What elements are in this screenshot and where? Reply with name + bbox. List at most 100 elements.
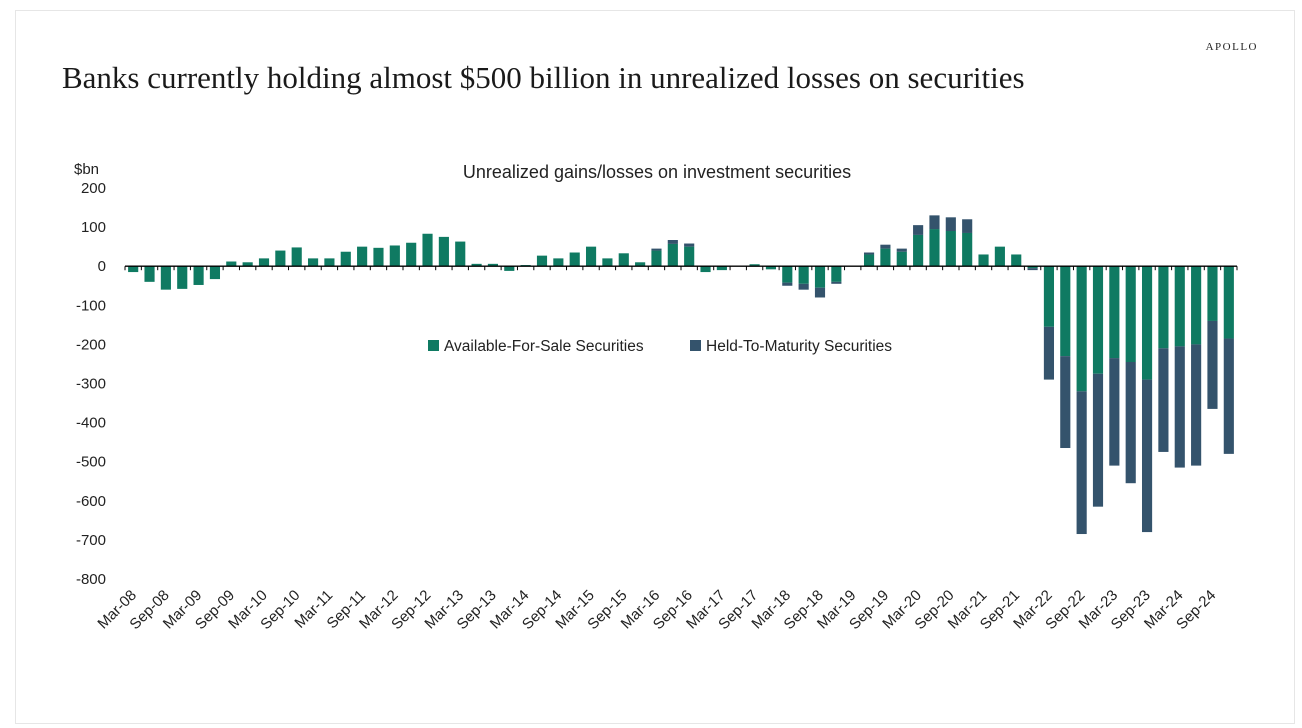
afs-bar-2015Q4 [635, 262, 646, 267]
y-tick-label: -100 [76, 297, 106, 314]
afs-bar-2011Q2 [340, 251, 351, 267]
htm-bar-2022Q1 [1043, 326, 1055, 380]
afs-bar-2011Q3 [357, 246, 368, 267]
afs-bar-2010Q3 [291, 247, 302, 267]
htm-bar-2024Q1 [1174, 346, 1185, 468]
afs-bar-2012Q4 [438, 236, 449, 267]
legend-label-afs: Available-For-Sale Securities [444, 338, 644, 355]
htm-bar-2022Q2 [1060, 356, 1071, 449]
afs-bar-2010Q1 [258, 258, 270, 267]
afs-bar-2008Q4 [177, 266, 188, 289]
afs-bar-2021Q3 [1011, 254, 1022, 267]
afs-bar-2020Q2 [929, 229, 940, 267]
htm-bar-2020Q3 [945, 217, 956, 232]
afs-bar-2010Q2 [275, 250, 286, 267]
afs-bar-2016Q3 [684, 246, 695, 267]
afs-bar-2017Q3 [749, 264, 760, 267]
htm-bar-2024Q2 [1191, 344, 1202, 466]
htm-bar-2019Q3 [880, 244, 891, 249]
afs-bar-2021Q2 [994, 246, 1005, 267]
htm-bar-2016Q1 [651, 248, 662, 251]
afs-bar-2023Q4 [1158, 266, 1169, 349]
y-tick-label: -600 [76, 493, 106, 510]
afs-bar-2019Q2 [863, 254, 875, 267]
afs-bar-2008Q2 [144, 266, 155, 282]
page-title: Banks currently holding almost $500 bill… [62, 60, 1025, 95]
legend-swatch-afs [428, 340, 439, 351]
afs-bar-2012Q1 [389, 245, 400, 267]
afs-bar-2018Q1 [782, 266, 793, 283]
afs-bar-2013Q1 [455, 241, 466, 267]
afs-bar-2011Q1 [324, 258, 335, 267]
afs-bar-2012Q3 [422, 233, 433, 267]
htm-bar-2020Q4 [962, 219, 973, 233]
htm-bar-2018Q1 [782, 282, 793, 286]
afs-bar-2021Q4 [1027, 266, 1038, 269]
htm-bar-2024Q4 [1223, 338, 1234, 454]
afs-bar-2023Q3 [1141, 266, 1153, 380]
afs-bar-2018Q3 [814, 266, 826, 288]
legend-swatch-htm [690, 340, 701, 351]
htm-bar-2023Q2 [1125, 362, 1136, 484]
htm-bar-2024Q3 [1207, 320, 1218, 409]
afs-bar-2011Q4 [373, 247, 384, 267]
y-tick-label: -800 [76, 571, 106, 588]
afs-bar-2023Q2 [1125, 266, 1136, 362]
htm-bar-2019Q2 [863, 252, 875, 255]
afs-bar-2024Q1 [1174, 266, 1185, 347]
afs-bar-2009Q1 [193, 266, 204, 285]
afs-bar-2014Q4 [569, 252, 580, 267]
htm-bar-2023Q4 [1158, 348, 1169, 452]
afs-bar-2023Q1 [1109, 266, 1120, 359]
htm-bar-2023Q3 [1141, 379, 1153, 533]
afs-bar-2013Q2 [471, 263, 482, 267]
htm-bar-2020Q1 [913, 225, 924, 235]
afs-bar-2016Q4 [700, 266, 711, 273]
y-tick-label: -300 [76, 376, 106, 393]
afs-bar-2013Q4 [504, 266, 515, 271]
afs-bar-2024Q2 [1191, 266, 1202, 345]
afs-bar-2014Q2 [536, 255, 548, 267]
afs-bar-2017Q1 [716, 266, 727, 271]
afs-bar-2022Q1 [1043, 266, 1055, 327]
afs-bar-2016Q2 [667, 243, 678, 267]
afs-bar-2020Q1 [913, 234, 924, 267]
afs-bar-2009Q2 [209, 266, 221, 280]
afs-bar-2010Q4 [307, 258, 319, 267]
afs-bar-2022Q4 [1092, 266, 1104, 374]
afs-bar-2015Q2 [602, 258, 613, 267]
afs-bar-2019Q4 [896, 251, 907, 267]
afs-bar-2009Q3 [226, 261, 237, 267]
afs-bar-2015Q1 [585, 246, 597, 267]
afs-bar-2019Q3 [880, 248, 891, 267]
htm-bar-2016Q2 [667, 240, 678, 244]
y-tick-label: -200 [76, 336, 106, 353]
y-tick-label: 0 [98, 258, 106, 275]
htm-bar-2022Q3 [1076, 391, 1087, 535]
y-axis-unit-label: $bn [74, 161, 99, 178]
htm-bar-2016Q3 [684, 243, 695, 247]
y-tick-label: 100 [81, 219, 106, 236]
afs-bar-2012Q2 [406, 242, 417, 267]
y-tick-label: -700 [76, 532, 106, 549]
afs-bar-2018Q2 [798, 266, 809, 284]
htm-bar-2023Q1 [1109, 358, 1120, 466]
afs-bar-2017Q4 [765, 266, 777, 270]
htm-bar-2018Q4 [831, 281, 842, 284]
htm-bar-2021Q4 [1027, 268, 1038, 271]
afs-bar-2013Q3 [487, 263, 499, 267]
y-tick-label: -500 [76, 454, 106, 471]
htm-bar-2018Q3 [814, 287, 826, 298]
afs-bar-2008Q3 [160, 266, 171, 290]
htm-bar-2022Q4 [1092, 373, 1104, 507]
afs-bar-2009Q4 [242, 262, 253, 267]
brand-logo: APOLLO [1205, 41, 1258, 53]
y-tick-label: -400 [76, 415, 106, 432]
htm-bar-2020Q2 [929, 215, 940, 230]
afs-bar-2022Q2 [1060, 266, 1071, 357]
legend-label-htm: Held-To-Maturity Securities [706, 338, 892, 355]
afs-bar-2018Q4 [831, 266, 842, 282]
htm-bar-2018Q2 [798, 283, 809, 290]
afs-bar-2015Q3 [618, 253, 629, 267]
